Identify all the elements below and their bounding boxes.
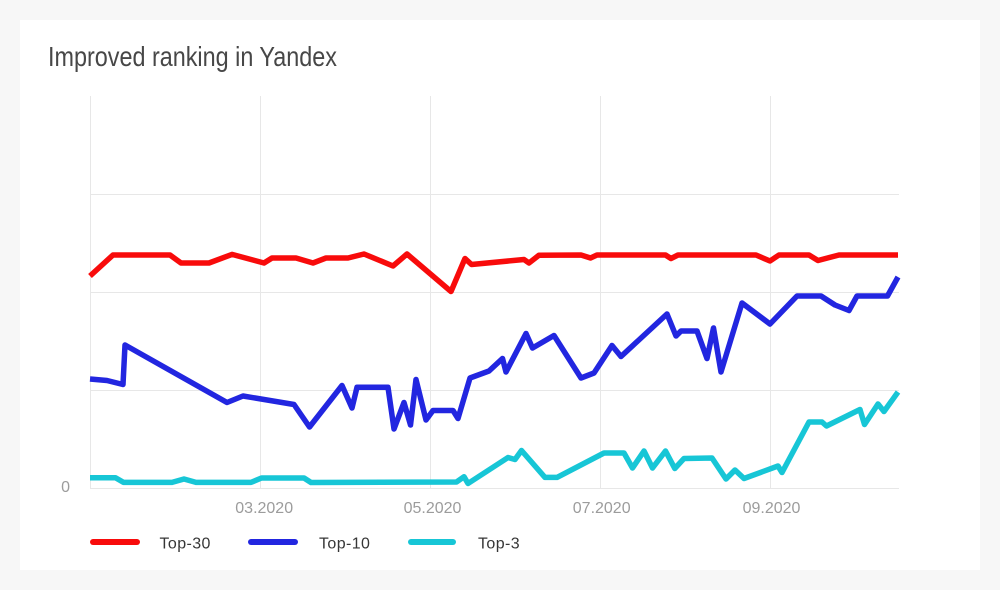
svg-text:03.2020: 03.2020 [235, 500, 293, 517]
svg-text:Top-30: Top-30 [160, 536, 211, 553]
svg-text:Top-10: Top-10 [319, 536, 370, 553]
svg-text:0: 0 [61, 479, 70, 496]
svg-text:05.2020: 05.2020 [404, 500, 462, 517]
svg-text:07.2020: 07.2020 [573, 500, 631, 517]
svg-text:Top-3: Top-3 [478, 536, 520, 553]
svg-text:09.2020: 09.2020 [743, 500, 801, 517]
